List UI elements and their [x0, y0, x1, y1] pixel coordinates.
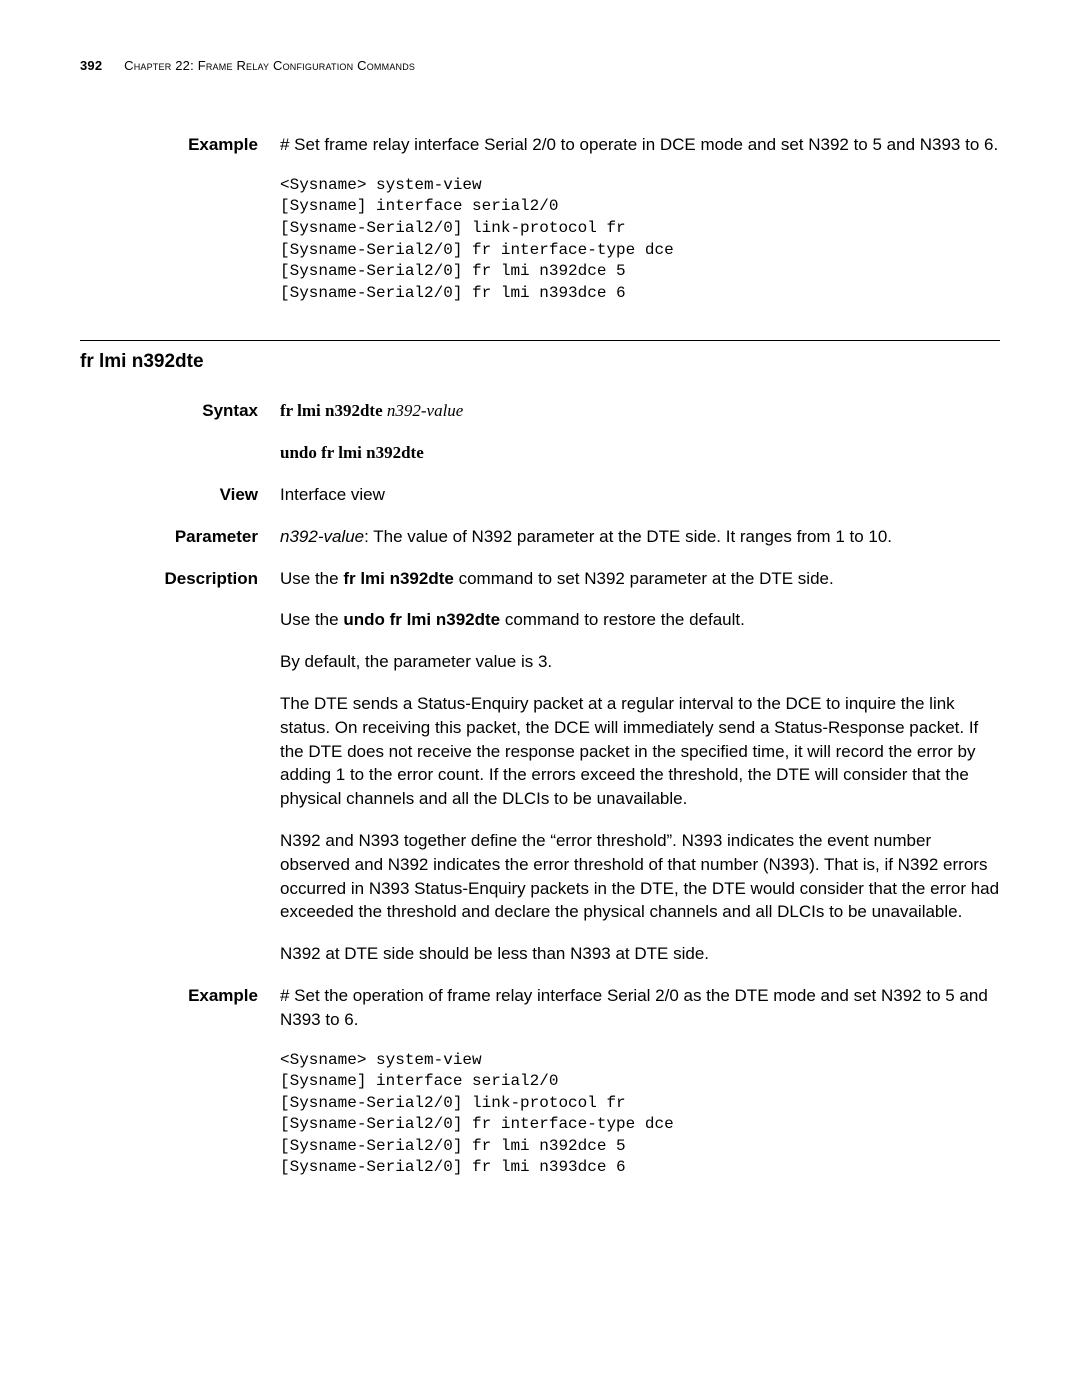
desc-p1-pre: Use the	[280, 569, 343, 588]
desc-p2-cmd: undo fr lmi n392dte	[343, 610, 500, 629]
syntax-undo-cmd: undo fr lmi n392dte	[280, 443, 424, 462]
upper-example-section: Example # Set frame relay interface Seri…	[80, 133, 1000, 312]
view-text: Interface view	[280, 483, 1000, 507]
view-row: View Interface view	[80, 483, 1000, 507]
lower-example-row: Example # Set the operation of frame rel…	[80, 984, 1000, 1187]
command-title: fr lmi n392dte	[80, 351, 1000, 373]
example-label: Example	[80, 984, 280, 1008]
page-number: 392	[80, 58, 102, 73]
page: 392 Chapter 22: Frame Relay Configuratio…	[0, 0, 1080, 1397]
desc-p2-post: command to restore the default.	[500, 610, 745, 629]
chapter-title: Chapter 22: Frame Relay Configuration Co…	[124, 58, 415, 73]
example-intro: # Set frame relay interface Serial 2/0 t…	[280, 133, 1000, 157]
parameter-name: n392-value	[280, 527, 364, 546]
example-code-block: <Sysname> system-view [Sysname] interfac…	[280, 1050, 1000, 1180]
description-label: Description	[80, 567, 280, 591]
page-header: 392 Chapter 22: Frame Relay Configuratio…	[80, 58, 1000, 73]
desc-p3: By default, the parameter value is 3.	[280, 650, 1000, 674]
example-label: Example	[80, 133, 280, 157]
desc-p2-pre: Use the	[280, 610, 343, 629]
example-content: # Set the operation of frame relay inter…	[280, 984, 1000, 1187]
example-code-block: <Sysname> system-view [Sysname] interfac…	[280, 175, 1000, 305]
syntax-row: Syntax fr lmi n392dte n392-value undo fr…	[80, 399, 1000, 465]
desc-p6: N392 at DTE side should be less than N39…	[280, 942, 1000, 966]
syntax-content: fr lmi n392dte n392-value undo fr lmi n3…	[280, 399, 1000, 465]
syntax-cmd: fr lmi n392dte	[280, 401, 383, 420]
example-content: # Set frame relay interface Serial 2/0 t…	[280, 133, 1000, 312]
parameter-row: Parameter n392-value: The value of N392 …	[80, 525, 1000, 549]
desc-p1-post: command to set N392 parameter at the DTE…	[454, 569, 834, 588]
section-divider	[80, 340, 1000, 341]
syntax-arg: n392-value	[387, 401, 463, 420]
syntax-label: Syntax	[80, 399, 280, 423]
desc-p5: N392 and N393 together define the “error…	[280, 829, 1000, 924]
view-content: Interface view	[280, 483, 1000, 507]
parameter-label: Parameter	[80, 525, 280, 549]
description-content: Use the fr lmi n392dte command to set N3…	[280, 567, 1000, 966]
desc-p1-cmd: fr lmi n392dte	[343, 569, 454, 588]
view-label: View	[80, 483, 280, 507]
example-intro: # Set the operation of frame relay inter…	[280, 984, 1000, 1032]
parameter-desc: : The value of N392 parameter at the DTE…	[364, 527, 892, 546]
parameter-content: n392-value: The value of N392 parameter …	[280, 525, 1000, 549]
desc-p4: The DTE sends a Status-Enquiry packet at…	[280, 692, 1000, 811]
description-row: Description Use the fr lmi n392dte comma…	[80, 567, 1000, 966]
